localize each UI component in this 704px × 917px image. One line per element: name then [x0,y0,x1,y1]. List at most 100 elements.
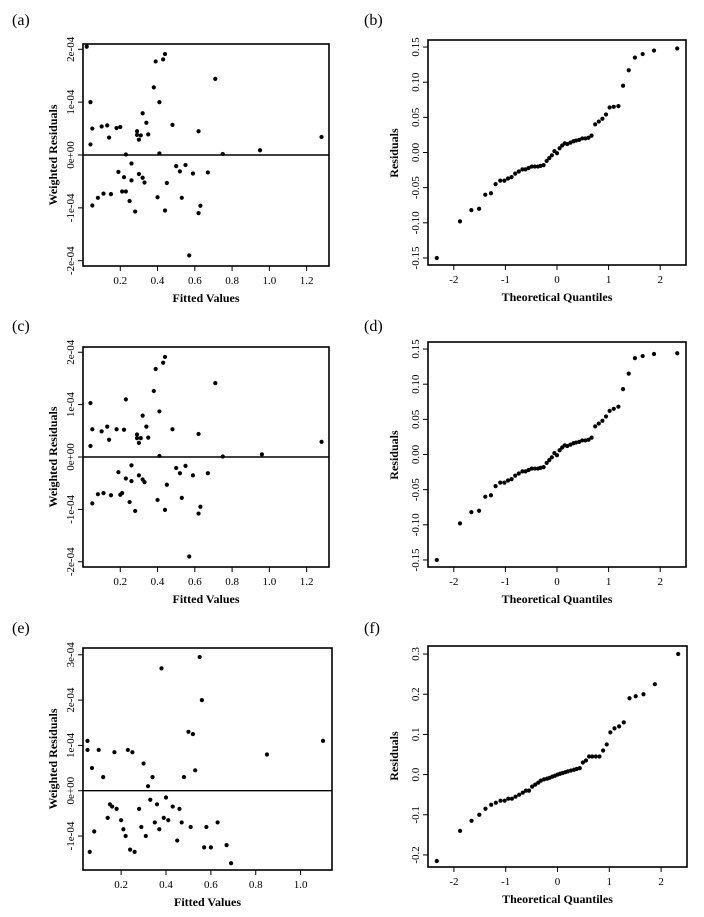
panel-a-data-point [140,175,145,180]
panel-e-data-point [132,849,137,854]
panel-b-data-point [509,175,514,180]
panel-c-x-tick-label: 1.2 [300,576,314,588]
panel-a-data-point [183,162,188,168]
panel-f-y-tick-label: 0.0 [410,767,422,781]
panel-f-data-point [533,782,538,787]
panel-d-y-tick-label: -0.10 [410,513,422,536]
panel-c-data-point [146,435,151,440]
panel-e-data-point [145,784,151,789]
panel-d-data-point [620,387,626,392]
panel-f-label: (f) [364,620,380,637]
panel-c: (c) 0.2 0.4 0.6 0.8 1.0 1.2 -2e-04 -1e-04 0e+00 1e… [12,318,330,606]
panel-c-y-tick-label: -2e-04 [65,547,77,576]
panel-e-data-point [152,820,157,825]
panel-f-data-point [577,766,582,771]
panel-e-x-tick-label: 0.6 [204,879,218,891]
panel-e-data-point [141,761,146,766]
panel-b-y-tick-label: 0.00 [410,142,422,162]
panel-d-data-point [651,351,657,357]
panel-b-data-point [544,158,549,164]
panel-b: (b) -2 -1 0 1 2 -0.15 -0.10 -0.05 0.00 0.05 0.10 0.1… [364,12,687,304]
panel-a-data-point [106,135,112,140]
panel-e-data-point [112,750,117,755]
panel-a-data-point [118,124,123,130]
panel-d-data-point [593,424,598,429]
panel-a-x-tick-label: 0.8 [225,275,239,287]
panel-f-data-point [604,742,609,747]
panel-d-data-point [640,353,645,359]
panel-b-data-point [640,51,645,57]
panel-b-label: (b) [364,12,383,29]
panel-e-plot-frame [82,647,333,871]
panel-b-data-point [516,169,521,174]
panel-f-data-point [517,792,522,797]
panel-b-x-axis-title: Theoretical Quantiles [502,290,613,304]
panel-b-x-tick-label: -1 [501,274,510,286]
panel-b-data-point [607,105,612,110]
panel-e-data-point [92,829,97,834]
panel-c-y-tick-label: 1e-04 [65,392,77,418]
panel-f-data-point [513,794,518,799]
panel-c-data-point [90,501,95,506]
panel-a-data-point [120,189,125,194]
panel-a-data-point [155,195,160,200]
panel-d-data-point [488,493,494,498]
panel-b-data-point [505,176,511,181]
panel-c-y-tick-label: 2e-04 [65,339,77,365]
panel-a-data-point [88,100,93,105]
panel-e-data-point [110,804,115,809]
panel-f-data-point [612,726,617,731]
panel-f-data-point [506,796,511,801]
panel-c-x-tick-label: 0.2 [113,576,127,588]
panel-c-data-point [99,429,104,434]
panel-e-data-point [130,750,135,755]
panel-c-data-point [319,439,324,444]
panel-b-y-tick-label: 0.15 [410,37,422,57]
panel-b-data-point [557,146,562,151]
panel-e-y-tick-label: 1e-04 [65,732,77,758]
panel-d-y-tick-label: 0.00 [410,444,422,464]
panel-a-data-point [142,180,147,185]
panel-f-data-point [608,730,613,735]
panel-d-data-point [586,437,591,442]
panel-e-y-tick-label: 0e+00 [65,776,77,804]
panel-a-data-point [90,126,95,131]
panel-d-data-point [469,510,474,515]
panel-e-y-axis-title: Weighted Residuals [46,708,60,809]
panel-f-data-point [617,724,622,729]
panel-c-y-tick-label: -1e-04 [65,495,77,524]
panel-d-data-point [589,435,594,440]
panel-a-x-tick-label: 0.4 [151,275,165,287]
panel-b-data-point [632,55,638,60]
panel-f-data-point [590,754,595,759]
panel-b-data-point [532,164,537,169]
panel-a-data-point [177,169,183,174]
panel-b-data-point [483,192,488,197]
panel-b-data-point [600,116,605,121]
panel-d-x-tick-label: -1 [501,576,510,588]
panel-a-data-point [157,151,162,156]
panel-d-data-point [476,508,482,513]
panel-b-data-point [620,83,626,88]
panel-e: (e) 0.2 0.4 0.6 0.8 1.0 -1e-04 0e+00 1e-04 2e-04 3… [12,620,333,909]
panel-f-data-point [593,754,598,759]
panel-d-data-point [554,453,560,458]
panel-a-data-point [90,203,95,208]
panel-e-data-point [89,765,95,771]
panel-d-y-tick-label: -0.05 [410,478,422,501]
panel-a-data-point [133,209,138,214]
panel-b-data-point [469,208,474,213]
panel-b-data-point [603,112,609,117]
panel-f-data-point [469,818,474,823]
panel-b-data-point [502,178,507,183]
panel-b-x-tick-label: 2 [657,274,663,286]
panel-a-data-point [161,57,166,62]
panel-e-data-point [163,795,169,800]
panel-a-y-tick-label: 1e-04 [65,89,77,115]
panel-b-data-point [498,178,503,183]
panel-a-x-tick-label: 0.6 [188,275,202,287]
panel-c-data-point [179,495,184,500]
panel-c-data-point [213,381,218,386]
panel-a-data-point [151,85,156,90]
panel-e-data-point [136,806,142,811]
